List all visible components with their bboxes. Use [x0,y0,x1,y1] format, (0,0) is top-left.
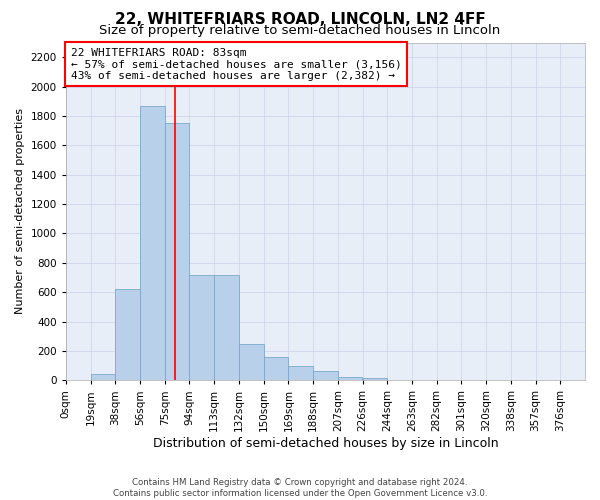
Bar [115,288,140,380]
Bar [140,106,165,380]
Text: Size of property relative to semi-detached houses in Lincoln: Size of property relative to semi-detach… [100,24,500,37]
Bar [239,344,263,380]
Bar [263,357,289,380]
Bar [289,366,313,380]
Bar [190,274,214,380]
Text: Contains HM Land Registry data © Crown copyright and database right 2024.
Contai: Contains HM Land Registry data © Crown c… [113,478,487,498]
X-axis label: Distribution of semi-detached houses by size in Lincoln: Distribution of semi-detached houses by … [152,437,498,450]
Bar [91,374,115,380]
Text: 22, WHITEFRIARS ROAD, LINCOLN, LN2 4FF: 22, WHITEFRIARS ROAD, LINCOLN, LN2 4FF [115,12,485,28]
Bar [214,274,239,380]
Y-axis label: Number of semi-detached properties: Number of semi-detached properties [15,108,25,314]
Bar [313,372,338,380]
Bar [338,376,362,380]
Bar [165,124,190,380]
Bar [362,378,387,380]
Text: 22 WHITEFRIARS ROAD: 83sqm
← 57% of semi-detached houses are smaller (3,156)
43%: 22 WHITEFRIARS ROAD: 83sqm ← 57% of semi… [71,48,402,81]
